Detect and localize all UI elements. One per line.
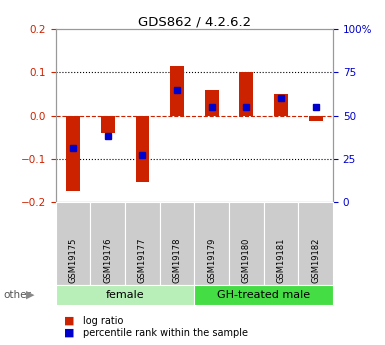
Text: log ratio: log ratio	[83, 316, 123, 326]
Bar	[309, 116, 323, 121]
Bar	[101, 116, 115, 133]
Text: ■: ■	[64, 316, 74, 326]
Text: other: other	[4, 290, 32, 300]
Text: GSM19179: GSM19179	[207, 237, 216, 283]
Bar	[274, 94, 288, 116]
Text: GSM19176: GSM19176	[103, 237, 112, 283]
Bar	[136, 116, 149, 183]
Text: GSM19181: GSM19181	[276, 237, 286, 283]
Text: GSM19180: GSM19180	[242, 237, 251, 283]
Text: ▶: ▶	[26, 290, 35, 300]
Text: GSM19182: GSM19182	[311, 237, 320, 283]
Bar	[66, 116, 80, 191]
Bar	[239, 72, 253, 116]
Title: GDS862 / 4.2.6.2: GDS862 / 4.2.6.2	[138, 15, 251, 28]
Text: female: female	[106, 290, 144, 300]
Bar	[170, 66, 184, 116]
Text: GSM19177: GSM19177	[138, 237, 147, 283]
Text: ■: ■	[64, 328, 74, 338]
Text: percentile rank within the sample: percentile rank within the sample	[83, 328, 248, 338]
Text: GSM19175: GSM19175	[69, 237, 78, 283]
Text: GSM19178: GSM19178	[172, 237, 182, 283]
Text: GH-treated male: GH-treated male	[217, 290, 310, 300]
Bar	[205, 90, 219, 116]
